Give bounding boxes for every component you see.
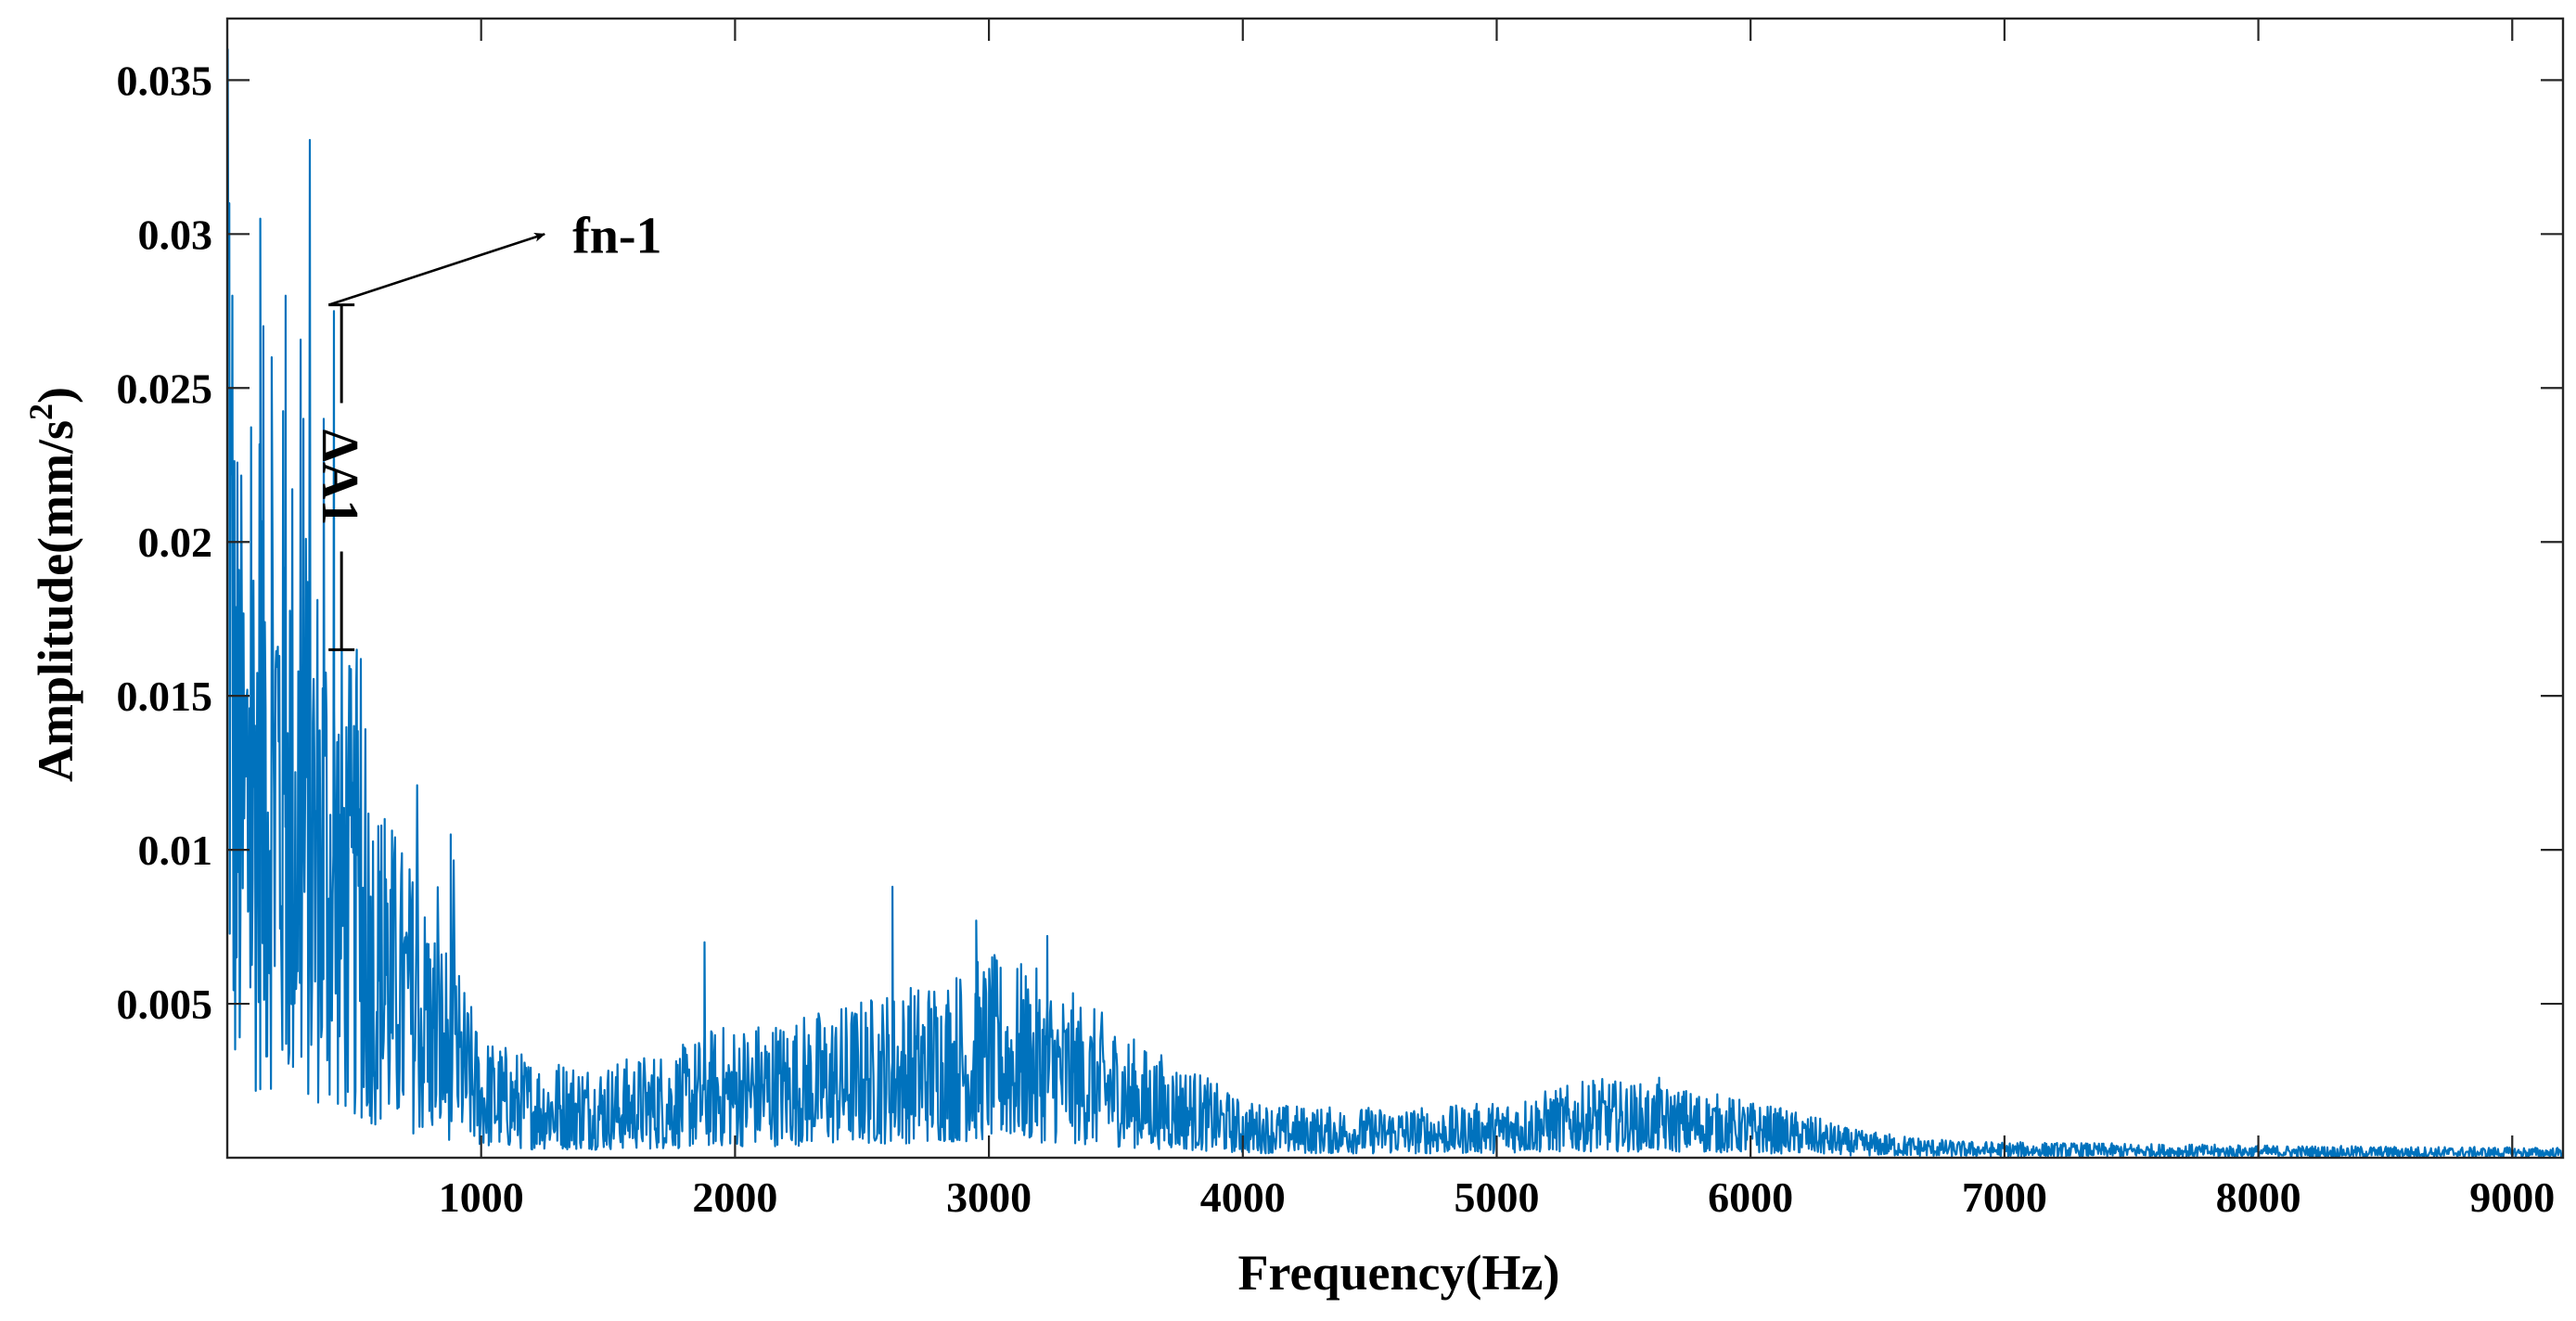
- y-axis-title-close: ): [28, 387, 83, 404]
- ticks-layer: 1000 2000 3000 4000 5000 6000 7000 8000 9000 0.00…: [117, 19, 2563, 1221]
- x-tick-label-1: 2000: [692, 1174, 777, 1221]
- series-layer: [227, 48, 2563, 1158]
- fn-1-arrow: [328, 233, 546, 306]
- y-tick-label-3: 0.02: [138, 519, 213, 566]
- fn-1-label: fn-1: [572, 207, 661, 264]
- y-tick-label-4: 0.025: [117, 365, 213, 412]
- spectrum-line: [227, 48, 2563, 1158]
- y-tick-label-0: 0.005: [117, 981, 213, 1028]
- y-axis-title: Amplitude(mm/s2): [22, 387, 83, 782]
- y-tick-label-1: 0.01: [138, 827, 213, 874]
- x-tick-label-6: 7000: [1962, 1174, 2047, 1221]
- x-axis-title: Frequency(Hz): [1238, 1245, 1560, 1301]
- y-tick-label-2: 0.015: [117, 673, 213, 720]
- y-axis-title-superscript: 2: [22, 404, 59, 420]
- y-tick-label-5: 0.03: [138, 211, 213, 258]
- x-tick-label-0: 1000: [439, 1174, 524, 1221]
- y-tick-label-6: 0.035: [117, 57, 213, 104]
- delta-a1-label: ΔA1: [311, 430, 368, 526]
- y-axis-title-main: Amplitude(mm/s: [28, 420, 83, 782]
- annotation-layer: fn-1 ΔA1: [311, 207, 662, 651]
- x-tick-label-2: 3000: [946, 1174, 1032, 1221]
- plot-frame: [225, 17, 2565, 1160]
- x-tick-label-8: 9000: [2469, 1174, 2555, 1221]
- x-tick-label-3: 4000: [1200, 1174, 1286, 1221]
- x-tick-label-5: 6000: [1708, 1174, 1793, 1221]
- x-tick-label-4: 5000: [1454, 1174, 1539, 1221]
- axes-layer: [225, 17, 2565, 1160]
- x-tick-label-7: 8000: [2216, 1174, 2301, 1221]
